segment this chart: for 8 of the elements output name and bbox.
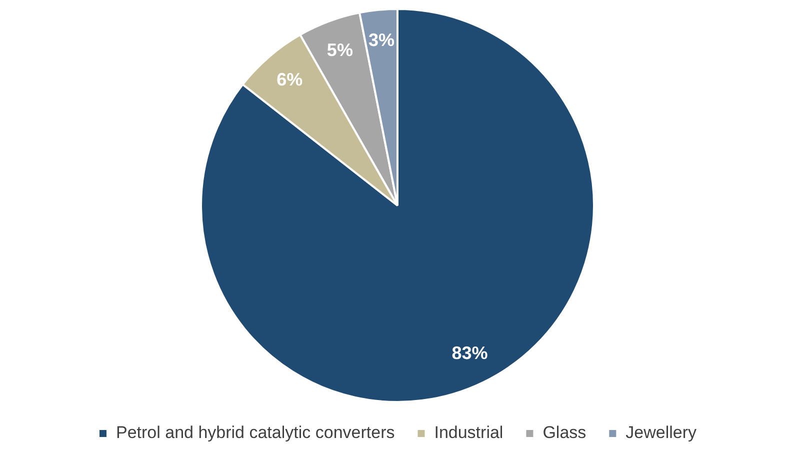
data-label: 3%	[368, 30, 394, 50]
legend-label: Jewellery	[626, 423, 698, 442]
data-label: 5%	[326, 40, 353, 60]
data-label: 6%	[276, 70, 303, 90]
legend-label: Glass	[542, 423, 586, 442]
legend-label: Petrol and hybrid catalytic converters	[116, 423, 395, 442]
legend-label: Industrial	[434, 423, 504, 442]
data-label: 83%	[452, 342, 488, 363]
